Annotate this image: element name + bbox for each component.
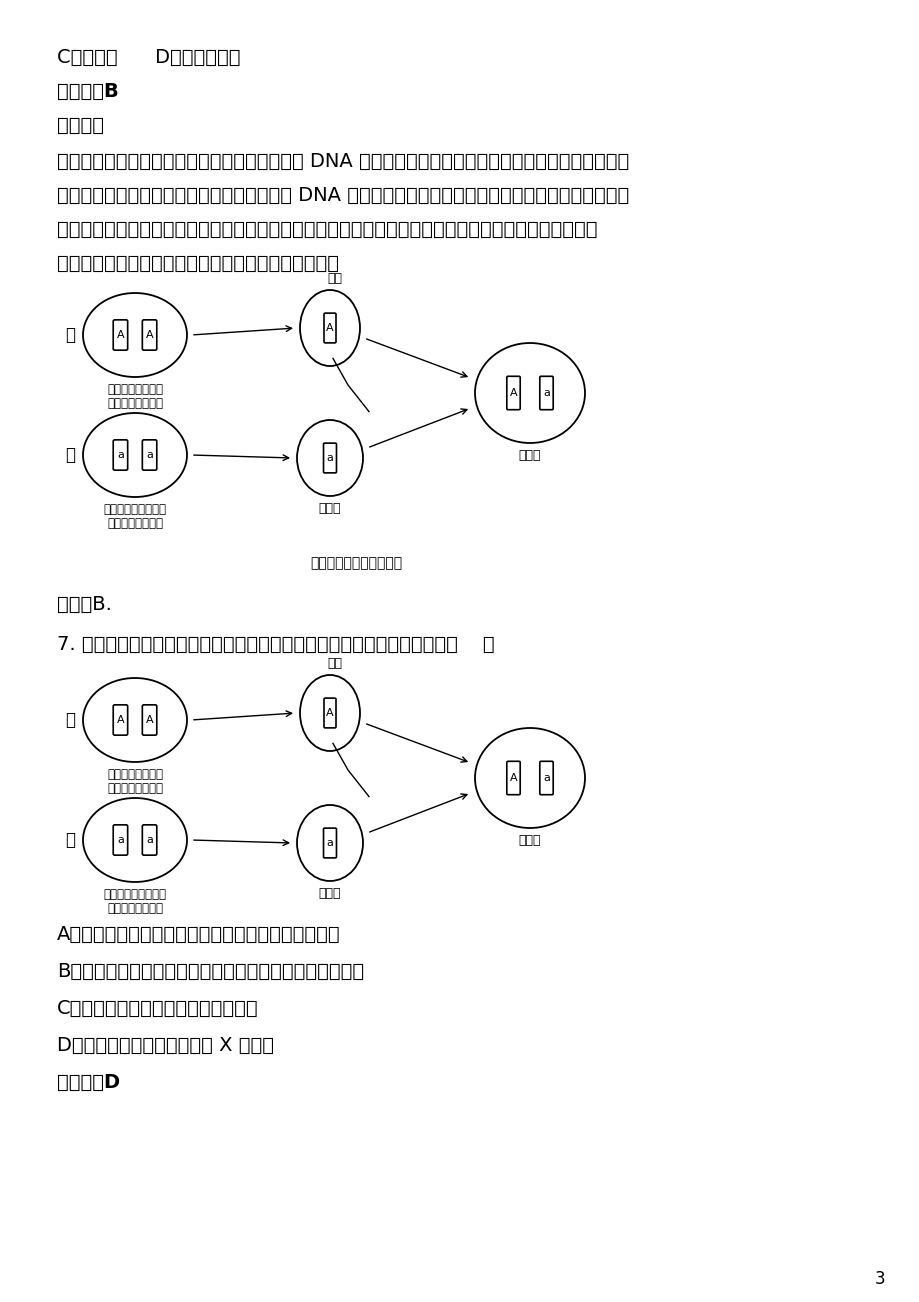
Text: A: A — [509, 773, 516, 783]
Text: 7. 如图是人生殖过程中的一对染色体变化的示意图，下列说法不正确的是（    ）: 7. 如图是人生殖过程中的一对染色体变化的示意图，下列说法不正确的是（ ） — [57, 635, 494, 654]
FancyBboxPatch shape — [142, 320, 156, 350]
FancyBboxPatch shape — [142, 440, 156, 470]
Text: A: A — [117, 329, 124, 340]
Text: A: A — [145, 329, 153, 340]
Text: A．在形成生殖细胞的细胞分裂过程中，染色体要减半: A．在形成生殖细胞的细胞分裂过程中，染色体要减半 — [57, 924, 340, 944]
Text: 3: 3 — [874, 1269, 884, 1288]
FancyBboxPatch shape — [113, 440, 128, 470]
Text: 受精卵: 受精卵 — [518, 449, 540, 462]
FancyBboxPatch shape — [113, 825, 128, 855]
Text: 【解析】: 【解析】 — [57, 116, 104, 135]
Text: a: a — [542, 388, 550, 398]
Text: 【答案】D: 【答案】D — [57, 1073, 120, 1092]
FancyBboxPatch shape — [506, 762, 519, 794]
Text: D．人体所有的细胞里都含有 X 染色体: D．人体所有的细胞里都含有 X 染色体 — [57, 1036, 274, 1055]
Text: 精子: 精子 — [327, 272, 342, 285]
Text: 能形成精子的细胞: 能形成精子的细胞 — [107, 768, 163, 781]
Text: 卵细胞: 卵细胞 — [318, 503, 341, 516]
Text: （体细胞的一种）: （体细胞的一种） — [107, 397, 163, 410]
Text: a: a — [542, 773, 550, 783]
FancyBboxPatch shape — [113, 320, 128, 350]
FancyBboxPatch shape — [323, 312, 335, 342]
Text: 精子: 精子 — [327, 658, 342, 671]
Text: 受精卵: 受精卵 — [518, 835, 540, 848]
Text: 性染料染成深色，所以叫染色体；由蛋白质和 DNA 组成，是遗传物质基因的载体。解生物体的各种性状都: 性染料染成深色，所以叫染色体；由蛋白质和 DNA 组成，是遗传物质基因的载体。解… — [57, 186, 629, 204]
Text: （体细胞的一种）: （体细胞的一种） — [107, 517, 163, 530]
Text: C．基因经精子和卵细胞在亲子间传递: C．基因经精子和卵细胞在亲子间传递 — [57, 999, 258, 1018]
Text: 【答案】B: 【答案】B — [57, 82, 119, 102]
Text: 故选：B.: 故选：B. — [57, 595, 112, 615]
FancyBboxPatch shape — [323, 443, 336, 473]
FancyBboxPatch shape — [142, 825, 156, 855]
Text: A: A — [326, 323, 334, 333]
Text: （体细胞的一种）: （体细胞的一种） — [107, 783, 163, 796]
Text: 能形成精子的细胞: 能形成精子的细胞 — [107, 383, 163, 396]
Text: 母: 母 — [65, 447, 75, 464]
Text: a: a — [326, 838, 333, 848]
Text: a: a — [117, 835, 124, 845]
Text: A: A — [326, 708, 334, 717]
Text: 卵细胞: 卵细胞 — [318, 887, 341, 900]
FancyBboxPatch shape — [506, 376, 519, 410]
FancyBboxPatch shape — [539, 762, 552, 794]
Text: A: A — [117, 715, 124, 725]
FancyBboxPatch shape — [323, 828, 336, 858]
Text: 生殖过程中染色体的变化: 生殖过程中染色体的变化 — [310, 556, 402, 570]
Text: a: a — [117, 450, 124, 460]
Text: 是由基因控制的，性状的遗传实质上是亲代通过生殖细胞把基因传递给了子代，在有性生殖过程中，精子: 是由基因控制的，性状的遗传实质上是亲代通过生殖细胞把基因传递给了子代，在有性生殖… — [57, 220, 596, 240]
Text: 能形成卵细胞的细胞: 能形成卵细胞的细胞 — [103, 503, 166, 516]
Text: B．受精卵中成对的染色体一条来自父亲，另一条来自母亲: B．受精卵中成对的染色体一条来自父亲，另一条来自母亲 — [57, 962, 364, 980]
Text: （体细胞的一种）: （体细胞的一种） — [107, 902, 163, 915]
FancyBboxPatch shape — [113, 704, 128, 736]
Text: C．细胞质      D．亲代的特征: C．细胞质 D．亲代的特征 — [57, 48, 240, 66]
Text: a: a — [146, 835, 153, 845]
Text: 试题分析：基因是染色体上具有控制生物性状的 DNA 片段，染色体是细胞内具有遗传性质的物体，易被碱: 试题分析：基因是染色体上具有控制生物性状的 DNA 片段，染色体是细胞内具有遗传… — [57, 152, 629, 171]
FancyBboxPatch shape — [539, 376, 552, 410]
Text: a: a — [146, 450, 153, 460]
FancyBboxPatch shape — [323, 698, 335, 728]
Text: 能形成卵细胞的细胞: 能形成卵细胞的细胞 — [103, 888, 166, 901]
Text: a: a — [326, 453, 333, 464]
Text: A: A — [145, 715, 153, 725]
Text: A: A — [509, 388, 516, 398]
Text: 父: 父 — [65, 711, 75, 729]
FancyBboxPatch shape — [142, 704, 156, 736]
Text: 父: 父 — [65, 326, 75, 344]
Text: 母: 母 — [65, 831, 75, 849]
Text: 与卵细胞就是基因在亲子代间传递的桥梁。如图所示：: 与卵细胞就是基因在亲子代间传递的桥梁。如图所示： — [57, 254, 338, 273]
